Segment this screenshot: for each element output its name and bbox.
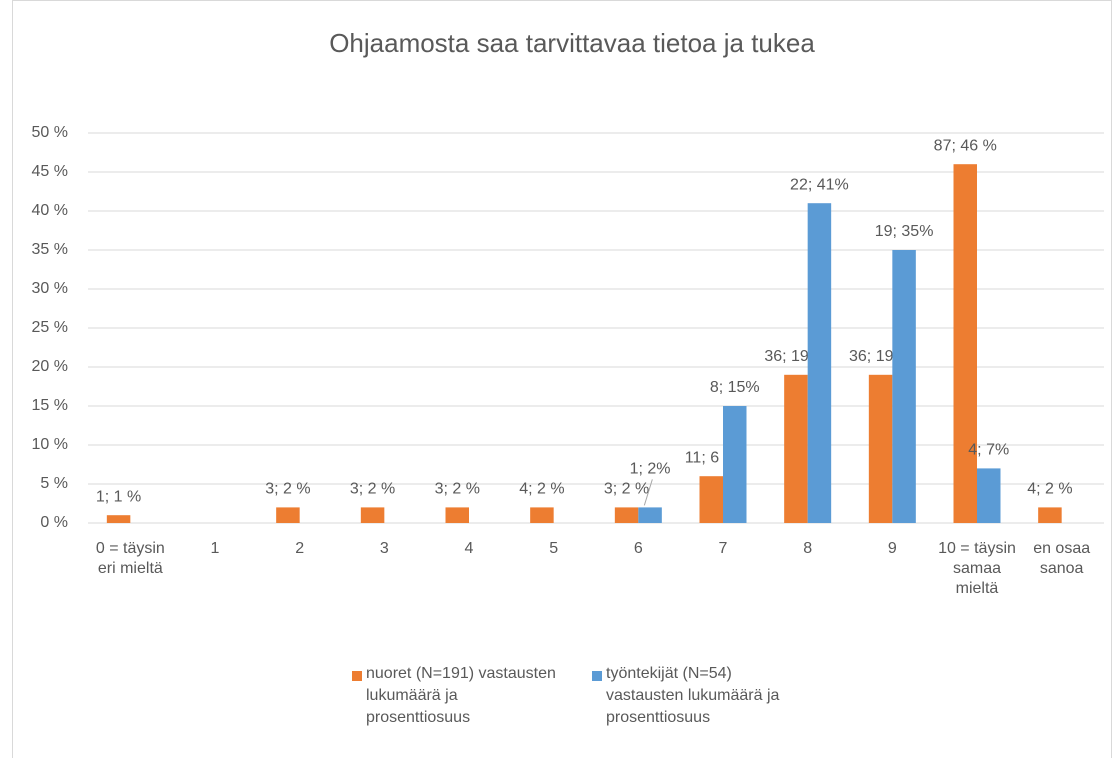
data-label: 22; 41% bbox=[790, 176, 849, 193]
data-label: 1; 2% bbox=[630, 461, 671, 478]
data-label: 3; 2 % bbox=[265, 481, 310, 498]
bar bbox=[953, 164, 977, 523]
bar bbox=[638, 507, 662, 523]
y-tick-label: 45 % bbox=[32, 163, 68, 180]
bar bbox=[977, 468, 1001, 523]
data-label: 4; 2 % bbox=[1027, 481, 1072, 498]
legend-label: työntekijät (N=54) vastausten lukumäärä … bbox=[606, 665, 780, 726]
x-tick-label: 2 bbox=[295, 540, 305, 557]
bar bbox=[614, 507, 639, 523]
bar bbox=[276, 507, 300, 523]
bar bbox=[1038, 507, 1062, 523]
x-tick-label: 3 bbox=[379, 540, 389, 557]
x-tick-label: 7 bbox=[718, 540, 728, 557]
data-label: 19; 35% bbox=[875, 223, 934, 240]
bar bbox=[530, 507, 554, 523]
bar bbox=[892, 250, 916, 523]
x-tick-label: 9 bbox=[887, 540, 897, 557]
y-tick-label: 40 % bbox=[32, 202, 68, 219]
x-tick-label: 0 = täysin eri mieltä bbox=[95, 540, 165, 577]
data-label: 8; 15% bbox=[710, 379, 760, 396]
y-tick-label: 15 % bbox=[32, 397, 68, 414]
legend-swatch bbox=[592, 671, 602, 681]
y-tick-label: 50 % bbox=[32, 124, 68, 141]
bar bbox=[784, 374, 808, 523]
x-tick-label: 1 bbox=[210, 540, 220, 557]
data-label: 3; 2 % bbox=[350, 481, 395, 498]
x-tick-label: 5 bbox=[549, 540, 559, 557]
data-label: 4; 7% bbox=[968, 442, 1009, 459]
y-tick-label: 35 % bbox=[32, 241, 68, 258]
y-tick-label: 20 % bbox=[32, 358, 68, 375]
chart-border bbox=[12, 0, 1112, 758]
legend-swatch bbox=[352, 671, 362, 681]
leader-line bbox=[643, 479, 653, 506]
bar bbox=[723, 406, 747, 523]
data-label: 1; 1 % bbox=[96, 488, 141, 505]
bar bbox=[699, 476, 723, 523]
data-label: 3; 2 % bbox=[435, 481, 480, 498]
data-label: 4; 2 % bbox=[519, 481, 564, 498]
y-tick-label: 0 % bbox=[40, 514, 68, 531]
bar bbox=[360, 507, 385, 523]
data-label: 87; 46 % bbox=[934, 137, 997, 154]
x-tick-label: 10 = täysin samaa mieltä bbox=[938, 540, 1016, 597]
x-tick-label: 8 bbox=[803, 540, 813, 557]
bar bbox=[807, 203, 832, 523]
y-tick-label: 5 % bbox=[40, 475, 68, 492]
bar bbox=[106, 515, 131, 523]
x-tick-label: en osaa sanoa bbox=[1033, 540, 1091, 577]
y-tick-label: 30 % bbox=[32, 280, 68, 297]
y-tick-label: 25 % bbox=[32, 319, 68, 336]
chart-title: Ohjaamosta saa tarvittavaa tietoa ja tuk… bbox=[329, 28, 815, 58]
legend-label: nuoret (N=191) vastausten lukumäärä ja p… bbox=[366, 665, 556, 726]
x-tick-label: 4 bbox=[464, 540, 474, 557]
x-tick-label: 6 bbox=[633, 540, 643, 557]
bar bbox=[868, 374, 893, 523]
y-tick-label: 10 % bbox=[32, 436, 68, 453]
data-label: 3; 2 % bbox=[604, 481, 649, 498]
bar bbox=[445, 507, 469, 523]
